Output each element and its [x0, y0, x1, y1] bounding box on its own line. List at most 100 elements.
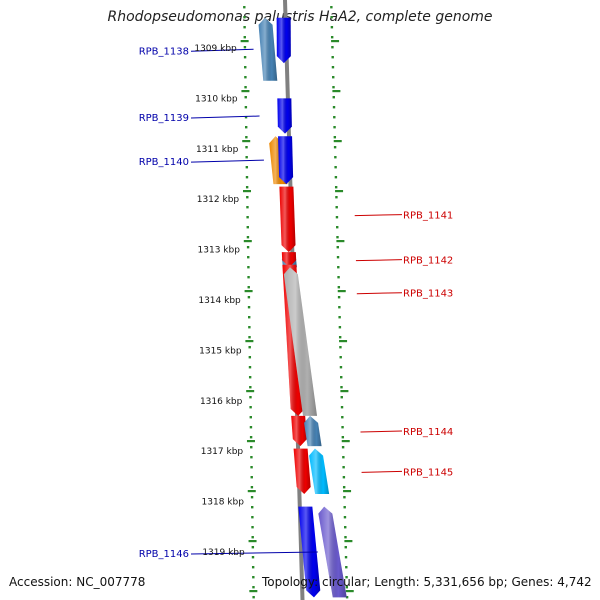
ruler-dot: [338, 306, 341, 309]
gene-arrow[interactable]: [318, 506, 347, 598]
ruler-dot: [343, 516, 347, 519]
ruler-dot: [337, 266, 340, 269]
ruler-dot: [330, 26, 334, 29]
ruler-dot: [249, 416, 252, 419]
ruler-dot: [248, 316, 251, 319]
ruler-tick: [344, 540, 353, 543]
kbp-tick-label: 1309 kbp: [194, 44, 237, 54]
ruler-dot: [340, 406, 344, 409]
gene-label[interactable]: RPB_1139: [139, 113, 189, 124]
ruler-tick: [333, 140, 342, 143]
ruler-dot: [334, 186, 338, 189]
kbp-tick-label: 1317 kbp: [201, 447, 244, 457]
ruler-dot: [334, 176, 338, 179]
ruler-dot: [248, 356, 252, 359]
ruler-dot: [333, 126, 336, 129]
ruler-dot: [252, 576, 255, 579]
gene-label-leader: [190, 159, 264, 163]
ruler-dot: [250, 466, 253, 469]
ruler-dot: [331, 46, 334, 49]
gene-label[interactable]: RPB_1141: [403, 211, 453, 222]
ruler-dot: [246, 216, 249, 219]
ruler-tick: [249, 590, 258, 593]
gene-arrow[interactable]: [291, 415, 307, 447]
ruler-dot: [245, 146, 248, 149]
gene-arrow[interactable]: [279, 186, 296, 253]
ruler-dot: [245, 186, 249, 189]
ruler-dot: [244, 126, 248, 129]
ruler-dot: [247, 286, 250, 289]
ruler-dot: [332, 86, 335, 89]
gene-label-leader: [360, 430, 403, 433]
ruler-dot: [243, 16, 246, 19]
ruler-tick: [246, 390, 255, 393]
ruler-dot: [340, 396, 343, 399]
kbp-tick-label: 1315 kbp: [199, 346, 242, 356]
gene-label[interactable]: RPB_1138: [139, 46, 189, 57]
ruler-tick: [245, 340, 254, 343]
gene-label-leader: [190, 115, 260, 119]
gene-arrow[interactable]: [283, 267, 318, 416]
ruler-dot: [339, 356, 342, 359]
ruler-dot: [345, 566, 348, 569]
ruler-tick: [247, 490, 256, 493]
ruler-dot: [330, 36, 334, 39]
gene-arrow[interactable]: [281, 252, 297, 268]
kbp-tick-label: 1318 kbp: [202, 498, 245, 508]
ruler-dot: [332, 96, 335, 99]
ruler-dot: [333, 116, 336, 119]
ruler-tick: [343, 490, 352, 493]
gene-label[interactable]: RPB_1146: [139, 549, 189, 560]
gene-arrow[interactable]: [277, 98, 292, 134]
ruler-tick-labels: 1309 kbp 1310 kbp 1311 kbp 1312 kbp 1313 kbp…: [194, 44, 245, 558]
ruler-dot: [335, 216, 339, 219]
ruler-dot: [246, 246, 250, 249]
gene-arrow[interactable]: [276, 17, 291, 64]
ruler-dot: [250, 486, 254, 489]
genome-title: Rhodopseudomonas palustris HaA2, complet…: [107, 9, 493, 25]
gene-label-leader: [190, 48, 254, 52]
gene-label[interactable]: RPB_1140: [139, 157, 189, 168]
ruler-dot: [333, 146, 337, 149]
gene-arrow[interactable]: [258, 17, 278, 81]
gene-arrow[interactable]: [278, 136, 294, 185]
ruler-dot: [251, 566, 255, 569]
gene-arrow[interactable]: [304, 415, 322, 447]
ruler-tick: [332, 90, 341, 93]
ruler-dot: [249, 406, 252, 409]
gene-label[interactable]: RPB_1142: [403, 256, 453, 267]
ruler-dot: [331, 56, 334, 59]
ruler-dot: [344, 556, 348, 559]
ruler-dot: [342, 456, 345, 459]
ruler-dot: [337, 296, 341, 299]
ruler-tick: [335, 190, 344, 193]
ruler-tick: [345, 590, 354, 593]
gene-arrow[interactable]: [293, 448, 311, 495]
ruler-dot: [243, 36, 246, 39]
ruler-dot: [338, 336, 342, 339]
ruler-dot: [246, 236, 250, 239]
ruler-dot: [247, 266, 250, 269]
ruler-dot: [247, 306, 251, 309]
ruler-dot: [246, 196, 249, 199]
ruler-dot: [343, 496, 346, 499]
gene-label[interactable]: RPB_1144: [403, 427, 453, 438]
ruler-right: [330, 6, 354, 599]
ruler-dot: [248, 326, 251, 329]
ruler-dot: [245, 166, 249, 169]
ruler-tick: [246, 440, 255, 443]
gene-label[interactable]: RPB_1143: [403, 289, 453, 300]
ruler-tick: [244, 290, 253, 293]
ruler-dot: [243, 26, 246, 29]
ruler-dot: [339, 346, 342, 349]
ruler-dot: [342, 476, 346, 479]
ruler-dot: [335, 196, 338, 199]
ruler-dot: [345, 596, 349, 599]
ruler-dot: [250, 496, 254, 499]
gene-label-leader: [361, 470, 403, 473]
gene-label[interactable]: RPB_1145: [403, 467, 453, 478]
ruler-dot: [250, 456, 253, 459]
ruler-dot: [342, 486, 346, 489]
gene-arrow[interactable]: [309, 448, 330, 495]
